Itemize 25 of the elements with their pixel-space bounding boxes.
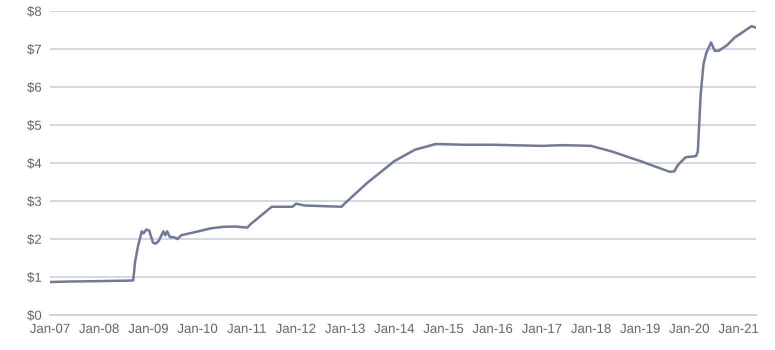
y-tick-label: $1 bbox=[27, 272, 42, 283]
y-tick-label: $3 bbox=[27, 196, 42, 207]
x-tick-label: Jan-07 bbox=[30, 324, 70, 334]
x-tick-label: Jan-10 bbox=[178, 324, 218, 334]
y-tick-label: $7 bbox=[27, 44, 42, 55]
x-tick-label: Jan-13 bbox=[325, 324, 365, 334]
x-tick-label: Jan-11 bbox=[227, 324, 266, 334]
x-tick-label: Jan-12 bbox=[276, 324, 316, 334]
x-tick-label: Jan-14 bbox=[374, 324, 414, 334]
x-tick-label: Jan-20 bbox=[669, 324, 710, 334]
x-tick-label: Jan-08 bbox=[79, 324, 119, 334]
x-tick-label: Jan-16 bbox=[472, 324, 512, 334]
y-tick-label: $8 bbox=[27, 6, 42, 17]
y-tick-label: $2 bbox=[27, 234, 42, 245]
x-tick-label: Jan-18 bbox=[571, 324, 611, 334]
x-tick-label: Jan-17 bbox=[522, 324, 562, 334]
x-tick-label: Jan-19 bbox=[620, 324, 660, 334]
x-tick-label: Jan-21 bbox=[718, 324, 758, 334]
y-tick-label: $4 bbox=[27, 158, 42, 169]
x-tick-label: Jan-15 bbox=[424, 324, 464, 334]
y-tick-label: $6 bbox=[27, 82, 42, 93]
x-tick-label: Jan-09 bbox=[128, 324, 168, 334]
y-tick-label: $5 bbox=[27, 120, 42, 131]
y-tick-label: $0 bbox=[27, 310, 42, 321]
line-series bbox=[50, 24, 756, 284]
